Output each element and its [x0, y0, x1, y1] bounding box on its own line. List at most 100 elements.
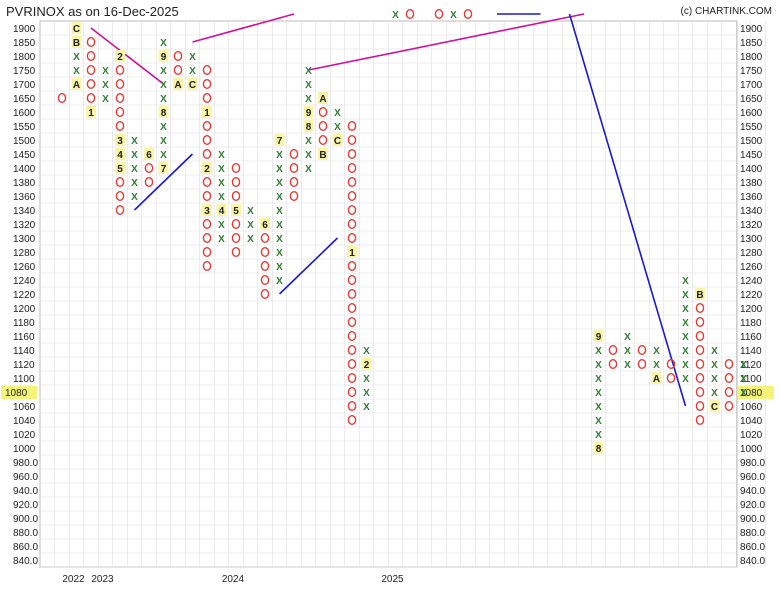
current-price-left: 1080 [5, 388, 28, 399]
x-mark: X [682, 304, 689, 315]
o-mark [724, 373, 734, 384]
x-mark: X [595, 402, 602, 413]
month-marker: B [696, 290, 703, 301]
o-mark [202, 218, 212, 229]
o-mark [260, 275, 270, 286]
x-mark: X [334, 122, 341, 133]
x-mark: X [102, 66, 109, 77]
support-line [133, 153, 194, 211]
o-mark [666, 373, 676, 384]
month-marker: 1 [88, 108, 94, 119]
x-mark: X [595, 374, 602, 385]
o-mark [695, 331, 705, 342]
x-mark: X [131, 178, 138, 189]
current-price-right: 1080 [740, 388, 763, 399]
o-mark [86, 92, 96, 103]
x-mark: X [740, 360, 747, 371]
month-marker-box [651, 372, 662, 384]
o-mark [115, 190, 125, 201]
o-mark [202, 148, 212, 159]
y-tick-right: 1900 [740, 24, 763, 35]
x-mark: X [189, 52, 196, 63]
y-tick-right: 1500 [740, 136, 763, 147]
y-tick-left: 1000 [13, 444, 36, 455]
y-tick-left: 840.0 [13, 556, 38, 567]
o-mark [202, 246, 212, 257]
o-mark [144, 176, 154, 187]
o-mark [318, 120, 328, 131]
price-highlight-left [1, 386, 37, 399]
o-mark [202, 261, 212, 272]
x-mark: X [276, 248, 283, 259]
month-marker-box [303, 120, 314, 132]
month-marker: 5 [117, 164, 123, 175]
o-mark [463, 8, 473, 20]
x-mark: X [363, 388, 370, 399]
o-mark [86, 51, 96, 62]
month-marker-box [231, 204, 241, 216]
y-tick-left: 900.0 [13, 514, 38, 525]
month-marker-box [361, 358, 372, 370]
month-marker-box [274, 134, 285, 146]
y-tick-left: 1200 [13, 304, 36, 315]
month-marker-box [71, 78, 82, 90]
o-mark [347, 148, 357, 159]
month-marker-box [86, 106, 96, 118]
o-mark [608, 345, 618, 356]
x-mark: X [740, 374, 747, 385]
o-mark [289, 190, 299, 201]
x-mark: X [305, 164, 312, 175]
x-mark: X [334, 108, 341, 119]
y-tick-left: 1060 [13, 402, 36, 413]
y-tick-right: 1040 [740, 416, 763, 427]
month-marker: A [73, 80, 80, 91]
x-mark: X [102, 80, 109, 91]
x-mark: X [595, 346, 602, 357]
y-tick-right: 940.0 [740, 486, 765, 497]
y-tick-right: 1380 [740, 178, 763, 189]
month-marker: 3 [117, 136, 123, 147]
y-tick-right: 1300 [740, 234, 763, 245]
y-tick-right: 1800 [740, 52, 763, 63]
y-tick-right: 1200 [740, 304, 763, 315]
o-mark [231, 232, 241, 243]
o-mark [115, 92, 125, 103]
month-marker: 6 [146, 150, 152, 161]
x-mark: X [131, 164, 138, 175]
x-mark: X [247, 234, 254, 245]
x-mark: X [682, 332, 689, 343]
o-mark [231, 218, 241, 229]
month-marker: 2 [204, 164, 210, 175]
y-tick-right: 1220 [740, 290, 763, 301]
y-tick-right: 860.0 [740, 542, 765, 553]
month-marker: 3 [204, 206, 210, 217]
y-tick-right: 880.0 [740, 528, 765, 539]
y-tick-right: 1400 [740, 164, 763, 175]
y-tick-right: 1140 [740, 346, 762, 357]
x-mark: X [276, 276, 283, 287]
y-tick-right: 1060 [740, 402, 763, 413]
y-tick-left: 1240 [13, 276, 36, 287]
o-mark [347, 303, 357, 314]
month-marker-box [71, 22, 82, 34]
x-mark: X [102, 94, 109, 105]
y-tick-left: 960.0 [13, 472, 38, 483]
x-mark: X [711, 346, 718, 357]
y-tick-left: 1320 [13, 220, 36, 231]
month-marker: A [174, 80, 181, 91]
o-mark [318, 134, 328, 145]
month-marker: 8 [161, 108, 167, 119]
y-tick-left: 1180 [13, 318, 35, 329]
month-marker-box [187, 78, 198, 90]
month-marker: C [334, 136, 341, 147]
support-line [278, 237, 339, 295]
month-marker-box [347, 246, 357, 258]
o-mark [695, 303, 705, 314]
x-mark: X [305, 136, 312, 147]
o-mark [115, 106, 125, 117]
chart-credit: (c) CHARTINK.COM [680, 6, 772, 17]
resistance-line [308, 13, 585, 71]
o-mark [347, 261, 357, 272]
o-mark [695, 345, 705, 356]
y-tick-left: 1040 [13, 416, 36, 427]
